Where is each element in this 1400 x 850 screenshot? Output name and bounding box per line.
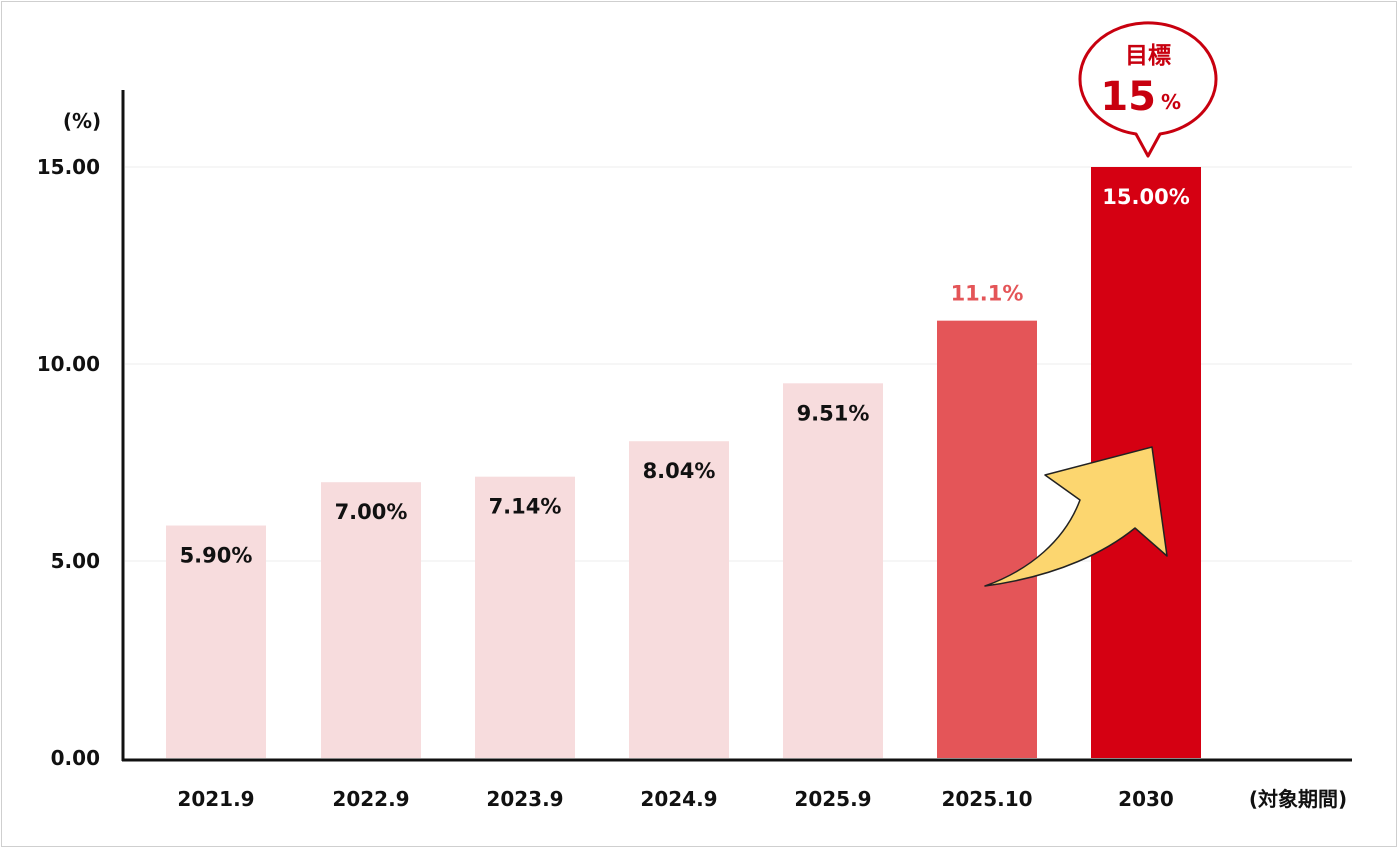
axes [121,90,1352,762]
y-tick-label: 10.00 [37,352,100,376]
callout-value: 15 [1100,74,1156,120]
value-label: 11.1% [951,282,1024,306]
callout-title: 目標 [1125,43,1171,69]
y-tick-label: 5.00 [51,549,100,573]
bars [166,167,1201,758]
y-unit-label: (%) [63,109,101,133]
x-tick-label: 2022.9 [332,787,409,811]
target-callout: 目標 15 % [1078,21,1218,158]
y-tick-label: 0.00 [51,746,100,770]
x-tick-label: 2021.9 [177,787,254,811]
upward-arrow-icon [984,446,1168,587]
value-label: 9.51% [797,401,870,425]
value-label: 7.00% [335,500,408,524]
y-tick-labels: 0.00 5.00 10.00 15.00 [37,155,100,770]
bar-2024-9 [629,441,729,758]
bar-2025-10 [937,320,1037,758]
value-label: 8.04% [643,459,716,483]
x-tick-label: 2025.9 [794,787,871,811]
value-labels: 5.90% 7.00% 7.14% 8.04% 9.51% 11.1% 15.00% [180,185,1190,568]
x-tick-labels: 2021.9 2022.9 2023.9 2024.9 2025.9 2025.10 203… [177,787,1173,811]
x-tick-label: 2023.9 [486,787,563,811]
bar-2023-9 [475,476,575,758]
x-unit-label: (対象期間) [1249,787,1347,811]
bar-2021-9 [166,525,266,758]
y-tick-label: 15.00 [37,155,100,179]
x-tick-label: 2030 [1118,787,1174,811]
x-tick-label: 2024.9 [640,787,717,811]
bar-2022-9 [321,482,421,758]
x-tick-label: 2025.10 [941,787,1032,811]
value-label: 7.14% [489,495,562,519]
value-label: 15.00% [1102,185,1189,209]
value-label: 5.90% [180,544,253,568]
bar-2025-9 [783,383,883,758]
callout-unit: % [1161,90,1181,114]
